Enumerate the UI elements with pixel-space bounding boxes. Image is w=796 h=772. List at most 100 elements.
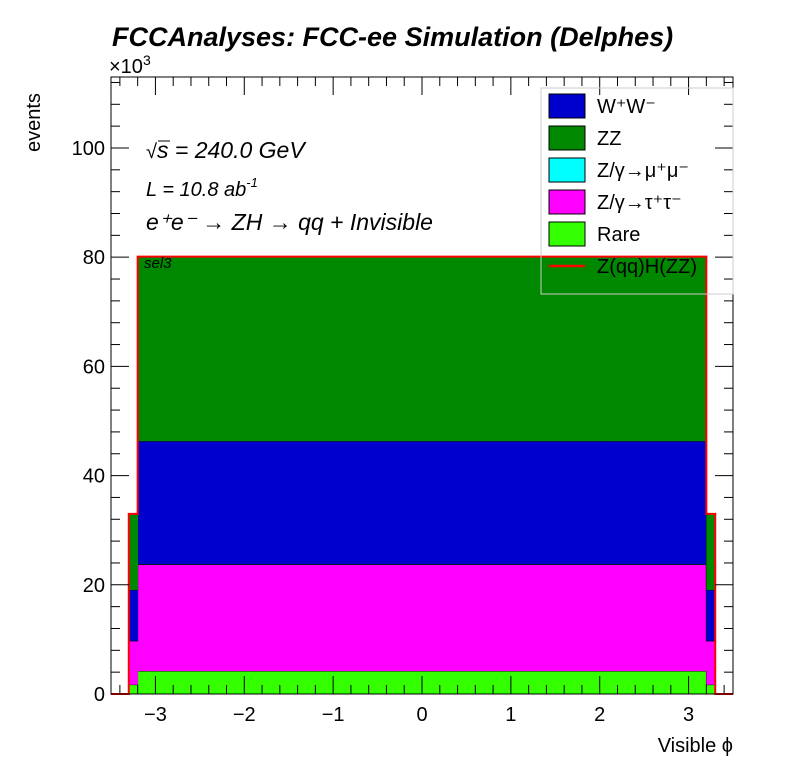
process-annotation: e⁺e⁻ → ZH → qq + Invisible [146, 209, 433, 235]
bar-w-w- [697, 441, 707, 565]
bar-z- [519, 564, 530, 672]
bar-w-w- [564, 441, 574, 565]
bar-rare [644, 671, 654, 694]
bar-w-w- [199, 441, 210, 565]
bar-z- [493, 564, 503, 672]
bar-w-w- [297, 441, 307, 565]
y-multiplier: ×103 [109, 52, 151, 78]
bar-z- [466, 564, 476, 672]
x-tick-label: −2 [233, 704, 256, 726]
bar-w-w- [608, 441, 618, 565]
bar-zz [226, 256, 236, 442]
bar-zz [146, 256, 156, 442]
bar-w-w- [262, 441, 272, 565]
bar-rare [128, 684, 139, 694]
bar-zz [386, 256, 396, 442]
bar-rare [306, 671, 316, 694]
bar-w-w- [182, 441, 192, 565]
bar-zz [333, 256, 343, 442]
bar-zz [342, 256, 352, 442]
bar-z- [333, 564, 343, 672]
x-axis-label: Visible ϕ [658, 735, 733, 757]
bar-zz [430, 256, 441, 442]
bar-w-w- [626, 441, 636, 565]
legend-label-rare: Rare [597, 224, 640, 246]
bar-w-w- [155, 441, 165, 565]
bar-zz [128, 513, 139, 590]
bar-z- [306, 564, 316, 672]
bar-w-w- [679, 441, 689, 565]
bar-z- [359, 564, 370, 672]
bar-zz [706, 513, 716, 590]
bar-zz [537, 256, 547, 442]
bar-zz [448, 256, 458, 442]
bar-zz [519, 256, 530, 442]
bar-rare [377, 671, 387, 694]
bar-rare [528, 671, 538, 694]
bar-z- [537, 564, 547, 672]
bar-z- [573, 564, 583, 672]
bar-rare [573, 671, 583, 694]
bar-zz [635, 256, 645, 442]
bar-rare [493, 671, 503, 694]
bar-z- [288, 564, 298, 672]
bar-w-w- [324, 441, 334, 565]
bar-w-w- [270, 441, 281, 565]
bar-rare [137, 671, 147, 694]
bar-rare [279, 671, 290, 694]
legend-label-signal: Z(qq)H(ZZ) [597, 256, 697, 278]
bar-z- [217, 564, 227, 672]
x-tick-label: 0 [416, 704, 427, 726]
legend-label-ww: W⁺W⁻ [597, 96, 656, 118]
bar-rare [706, 684, 716, 694]
bar-rare [288, 671, 298, 694]
bar-w-w- [226, 441, 236, 565]
bar-rare [262, 671, 272, 694]
bar-w-w- [288, 441, 298, 565]
bar-z- [484, 564, 494, 672]
bar-w-w- [555, 441, 565, 565]
bar-zz [208, 256, 219, 442]
y-tick-label: 40 [83, 466, 105, 488]
bar-zz [510, 256, 521, 442]
bar-z- [448, 564, 458, 672]
bar-z- [235, 564, 245, 672]
x-tick-label: 3 [683, 704, 694, 726]
bar-z- [377, 564, 387, 672]
bar-w-w- [528, 441, 538, 565]
bar-z- [422, 564, 432, 672]
bar-rare [555, 671, 565, 694]
bar-rare [510, 671, 521, 694]
y-tick-labels: 0 20 40 60 80 100 [72, 138, 105, 706]
bar-zz [644, 256, 654, 442]
bar-rare [342, 671, 352, 694]
bar-zz [581, 256, 592, 442]
bar-rare [448, 671, 458, 694]
bar-zz [368, 256, 378, 442]
bar-zz [404, 256, 414, 442]
bar-w-w- [217, 441, 227, 565]
bar-z- [653, 564, 663, 672]
legend-swatch-ww [548, 93, 586, 119]
bar-w-w- [653, 441, 663, 565]
bar-rare [546, 671, 556, 694]
bar-zz [546, 256, 556, 442]
bar-z- [679, 564, 689, 672]
bar-zz [173, 256, 183, 442]
bar-z- [262, 564, 272, 672]
bar-z- [608, 564, 618, 672]
bar-z- [430, 564, 441, 672]
bar-w-w- [466, 441, 476, 565]
bar-w-w- [537, 441, 547, 565]
bar-w-w- [333, 441, 343, 565]
bar-rare [661, 671, 672, 694]
bar-zz [501, 256, 512, 442]
bar-zz [288, 256, 298, 442]
bar-w-w- [617, 441, 627, 565]
bar-rare [208, 671, 219, 694]
bar-z- [226, 564, 236, 672]
bar-w-w- [190, 441, 201, 565]
bar-z- [208, 564, 219, 672]
bar-w-w- [146, 441, 156, 565]
